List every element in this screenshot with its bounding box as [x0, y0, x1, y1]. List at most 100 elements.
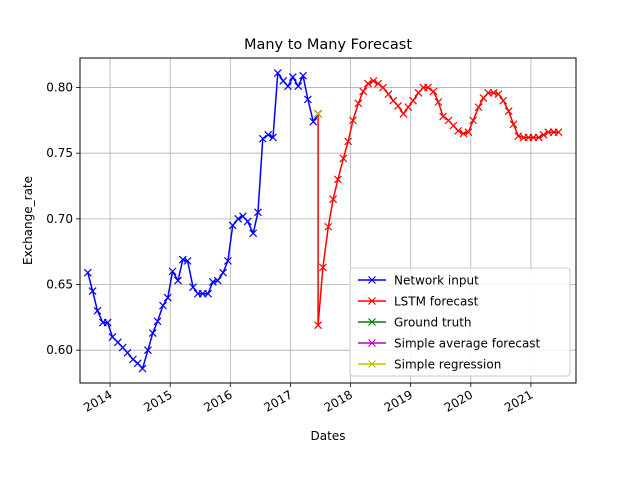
data-point	[494, 90, 503, 99]
data-point	[148, 329, 157, 338]
data-point	[294, 82, 303, 91]
y-axis: 0.60 0.65 0.70 0.75 0.80	[46, 81, 80, 357]
data-point	[464, 128, 473, 137]
data-point	[379, 83, 387, 92]
legend-label: Simple average forecast	[394, 337, 541, 351]
legend-item-simple-regression: Simple regression	[358, 358, 501, 372]
data-point	[258, 134, 267, 143]
data-point	[409, 96, 417, 105]
data-point	[228, 221, 237, 230]
data-point	[469, 116, 478, 125]
data-point	[144, 346, 152, 355]
data-point	[429, 87, 438, 96]
y-tick-label: 0.80	[46, 81, 73, 95]
data-point	[424, 83, 433, 92]
series-lstm-forecast	[314, 77, 563, 330]
data-point	[168, 267, 177, 276]
data-point	[138, 364, 147, 373]
data-point	[333, 175, 342, 184]
data-point	[93, 306, 102, 315]
data-point	[153, 317, 162, 326]
data-point	[504, 107, 513, 116]
data-point	[284, 82, 292, 91]
data-point	[364, 79, 372, 88]
data-point	[489, 88, 498, 97]
data-point	[404, 103, 413, 112]
data-point	[183, 256, 192, 265]
chart-title: Many to Many Forecast	[244, 37, 412, 53]
data-point	[303, 95, 312, 104]
legend-box	[349, 267, 571, 377]
legend-marker	[368, 318, 376, 326]
data-point	[163, 293, 172, 302]
data-point	[273, 69, 282, 78]
data-point	[534, 133, 543, 142]
data-point	[554, 128, 563, 137]
y-tick-label: 0.60	[46, 343, 73, 357]
data-point	[204, 289, 212, 298]
data-point	[344, 137, 353, 146]
legend-marker	[368, 339, 376, 347]
legend-item-network-input: Network input	[358, 274, 479, 288]
data-point	[213, 276, 222, 285]
data-point	[539, 130, 548, 139]
legend-item-simple-average-forecast: Simple average forecast	[358, 337, 541, 351]
series-network-input	[83, 69, 323, 373]
data-point	[318, 263, 327, 272]
y-axis-label: Exchange_rate	[21, 176, 35, 265]
data-point	[354, 99, 363, 108]
data-point	[329, 195, 338, 204]
data-point	[174, 276, 182, 285]
data-point	[309, 117, 318, 126]
data-point	[219, 268, 228, 277]
data-point	[83, 268, 92, 277]
data-point	[499, 96, 508, 105]
data-point	[88, 287, 97, 296]
plot-frame	[79, 57, 577, 384]
series-layer	[83, 69, 563, 373]
y-tick-label: 0.65	[46, 278, 73, 292]
data-point	[254, 208, 262, 217]
data-point	[369, 77, 378, 85]
data-point	[103, 318, 112, 327]
data-point	[159, 301, 167, 310]
data-point	[208, 277, 217, 286]
data-point	[249, 229, 258, 238]
data-point	[299, 71, 307, 80]
y-tick-label: 0.75	[46, 146, 73, 160]
legend-item-lstm-forecast: LSTM forecast	[358, 295, 479, 309]
data-point	[349, 116, 357, 125]
data-point	[314, 321, 323, 330]
legend-item-ground-truth: Ground truth	[358, 316, 472, 330]
data-point	[394, 102, 402, 110]
data-point	[374, 79, 383, 88]
data-point	[123, 348, 132, 357]
data-point	[384, 90, 393, 99]
data-point	[324, 222, 333, 231]
legend: Network input LSTM forecast Ground truth Si…	[349, 267, 571, 377]
data-point	[474, 103, 483, 112]
data-point	[434, 98, 443, 106]
data-point	[178, 255, 187, 264]
legend-label: Simple regression	[394, 358, 501, 372]
data-point	[264, 130, 273, 139]
data-point	[234, 214, 243, 223]
series-simple-regression	[314, 109, 323, 118]
data-point	[339, 154, 348, 163]
data-point	[509, 120, 518, 129]
data-point	[189, 283, 197, 292]
data-point	[128, 355, 137, 364]
legend-marker	[368, 297, 376, 305]
data-point	[399, 109, 408, 118]
legend-marker	[368, 360, 376, 368]
x-axis-label: Dates	[311, 429, 346, 443]
data-point	[288, 73, 297, 81]
data-point	[223, 256, 232, 265]
data-point	[459, 129, 468, 138]
series-line	[317, 80, 559, 326]
legend-label: LSTM forecast	[394, 295, 479, 309]
legend-label: Network input	[394, 274, 479, 288]
data-point	[454, 126, 463, 135]
